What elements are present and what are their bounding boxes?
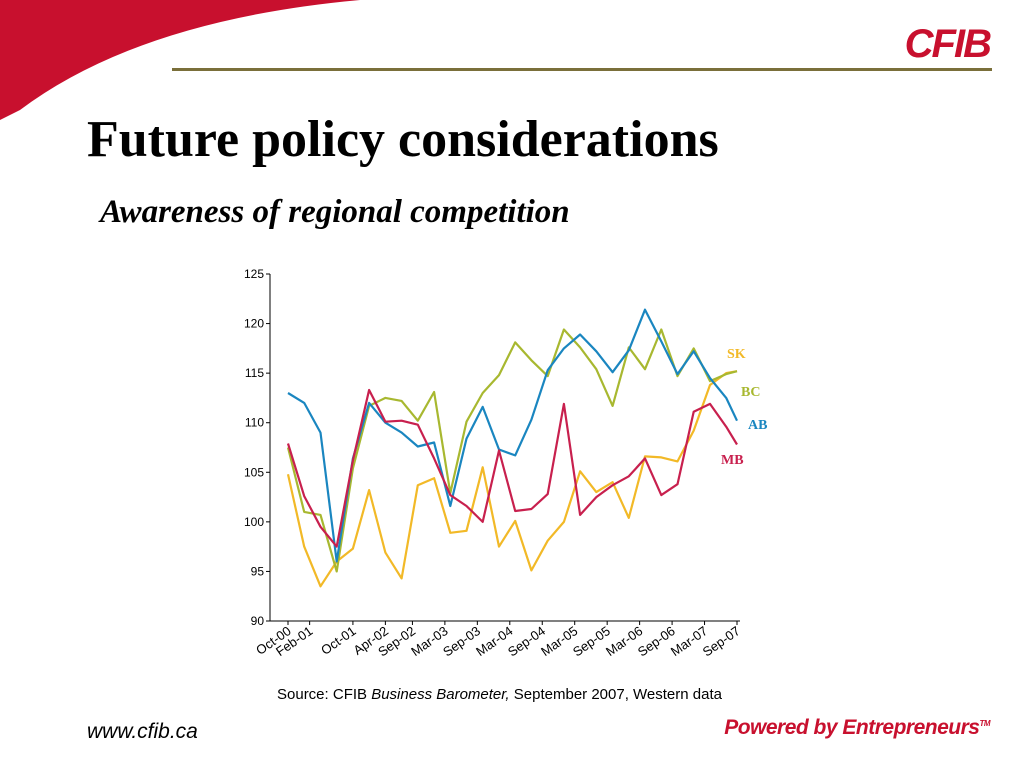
y-tick-label: 125: [244, 267, 264, 281]
series-label-ab: AB: [748, 418, 767, 433]
y-tick-label: 90: [251, 614, 265, 628]
series-label-sk: SK: [727, 347, 746, 362]
y-tick-label: 120: [244, 317, 264, 331]
source-note: Source: CFIB Business Barometer, Septemb…: [277, 686, 722, 703]
series-line-mb: [286, 388, 738, 548]
source-suffix: September 2007, Western data: [509, 686, 722, 703]
page-title: Future policy considerations: [87, 111, 719, 168]
series-line-bc: [286, 328, 738, 573]
corner-swoosh-decoration: [0, 0, 360, 120]
series-line-sk: [286, 370, 738, 588]
x-tick-label: Oct-01: [318, 623, 359, 658]
y-tick-label: 110: [245, 416, 264, 430]
series-label-mb: MB: [721, 453, 744, 468]
series-line-ab: [287, 308, 738, 563]
x-tick-label: Sep-07: [700, 623, 743, 659]
y-tick-label: 115: [245, 366, 264, 380]
x-tick-label: Sep-05: [570, 623, 613, 659]
y-tick-label: 95: [251, 564, 265, 578]
cfib-logo: CFIB: [904, 22, 992, 66]
website-url: www.cfib.ca: [87, 720, 198, 743]
series-label-bc: BC: [741, 385, 760, 400]
x-tick-label: Sep-06: [635, 623, 678, 659]
tagline-trademark: TM: [979, 719, 990, 728]
tagline-text: Powered by Entrepreneurs: [724, 716, 980, 739]
y-tick-label: 105: [244, 465, 264, 479]
x-tick-label: Sep-04: [505, 623, 548, 659]
tagline: Powered by EntrepreneursTM: [724, 716, 990, 740]
y-tick-label: 100: [244, 515, 264, 529]
source-prefix: Source: CFIB: [277, 686, 372, 703]
page-subtitle: Awareness of regional competition: [100, 194, 570, 230]
source-publication: Business Barometer,: [371, 686, 510, 703]
header-rule: [172, 68, 992, 71]
x-tick-label: Sep-03: [440, 623, 483, 659]
